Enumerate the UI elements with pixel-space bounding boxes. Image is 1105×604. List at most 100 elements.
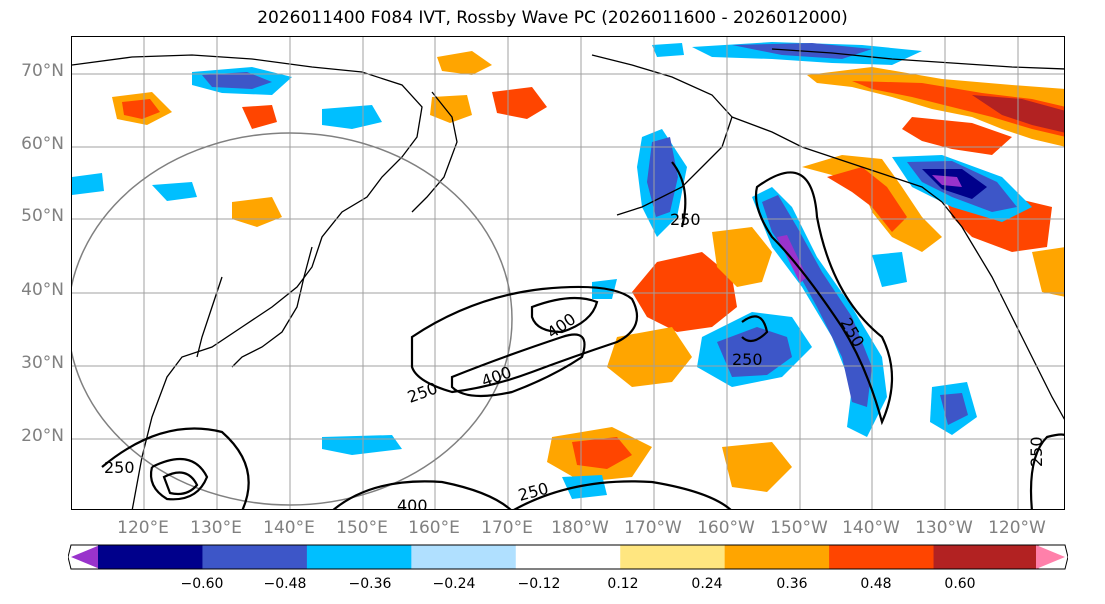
pos-anomaly-small-2 [242, 105, 277, 129]
pos-anomaly-bc-coast [902, 117, 1012, 155]
lat-label-70: 70°N [21, 61, 64, 81]
lat-label-50: 50°N [21, 206, 64, 226]
coastline-gulf-alaska [731, 116, 943, 203]
positive-anomaly-fills [112, 51, 1064, 492]
colorbar-tick-9: 0.60 [944, 576, 976, 592]
neg-anomaly-southeast-core [940, 393, 968, 425]
neg-anomaly-nw-1-core [202, 72, 272, 89]
colorbar-segment-3 [306, 545, 412, 569]
colorbar-tick-5: 0.12 [607, 576, 639, 592]
map-canvas: 250 250 250 250 250 250 400 400 400 250 [72, 37, 1064, 510]
colorbar-segment-9 [933, 545, 1039, 569]
neg-anomaly-east-small [872, 252, 907, 287]
neg-anomaly-nw-3 [152, 182, 197, 201]
contour-label-400-north: 400 [543, 309, 579, 342]
colorbar-tick-6: 0.24 [691, 576, 723, 592]
contour-label-250-east: 250 [1027, 436, 1046, 467]
neg-anomaly-bc-peak [932, 175, 962, 187]
contour-250-southwest [101, 427, 250, 509]
pos-anomaly-mid-1 [492, 87, 547, 119]
colorbar-segment-0 [71, 545, 100, 569]
colorbar-segment-1 [98, 545, 203, 569]
map-title: 2026011400 F084 IVT, Rossby Wave PC (202… [257, 8, 848, 28]
coastline-arctic [771, 48, 1064, 70]
pos-anomaly-gulf-core [827, 167, 907, 232]
pos-anomaly-west-1-core [122, 99, 160, 119]
pos-anomaly-south-2 [722, 442, 792, 492]
contour-label-400-mid: 400 [479, 362, 514, 390]
pos-anomaly-east-edge [1032, 247, 1064, 297]
lon-label-140e: 140°E [263, 518, 315, 538]
contour-250-swirl [149, 457, 209, 501]
pos-anomaly-mid-pacific-3 [607, 327, 692, 387]
contour-label-400-south: 400 [397, 496, 428, 510]
colorbar-tick-1: −0.48 [263, 576, 307, 592]
contour-label-250-southwest: 250 [104, 458, 135, 477]
neg-anomaly-west-edge [72, 173, 104, 195]
lon-label-170e: 170°E [481, 518, 533, 538]
contour-400-midpacific [450, 333, 586, 398]
pos-anomaly-south-core [572, 437, 632, 469]
colorbar-tick-8: 0.48 [860, 576, 892, 592]
pos-anomaly-small-1 [232, 197, 282, 227]
lon-label-120e: 120°E [117, 518, 169, 538]
ivt-contours [101, 161, 1064, 509]
coastlines [72, 48, 1064, 509]
map-panel: 250 250 250 250 250 250 400 400 400 250 [71, 36, 1065, 510]
pos-anomaly-mid-pacific [632, 252, 737, 332]
contour-400-south [332, 480, 512, 509]
colorbar-segments [71, 545, 1065, 569]
lon-label-120w: 120°W [988, 518, 1046, 538]
colorbar-outline [68, 544, 1068, 570]
neg-anomaly-north-2 [652, 43, 684, 57]
colorbar-tick-3: −0.24 [432, 576, 476, 592]
lat-label-20: 20°N [21, 426, 64, 446]
colorbar-segment-2 [202, 545, 308, 569]
colorbar [68, 544, 1068, 570]
lon-label-170w: 170°W [624, 518, 682, 538]
colorbar-segment-4 [411, 545, 517, 569]
neg-anomaly-subtropical-core [717, 327, 792, 377]
lon-label-130e: 130°E [190, 518, 242, 538]
contour-250-south [513, 480, 732, 509]
coastline-kamchatka [411, 91, 458, 213]
coastline-japan [231, 246, 313, 368]
lon-label-180w: 180°W [551, 518, 609, 538]
colorbar-segment-8 [829, 545, 935, 569]
coastline-asia [72, 54, 423, 509]
lon-label-130w: 130°W [915, 518, 973, 538]
contour-label-250-small: 250 [732, 350, 763, 369]
colorbar-segment-10 [1036, 545, 1065, 569]
contour-250-small [741, 315, 769, 343]
lat-label-60: 60°N [21, 134, 64, 154]
graticule [72, 37, 1064, 509]
lon-label-150e: 150°E [336, 518, 388, 538]
colorbar-tick-2: −0.36 [348, 576, 392, 592]
colorbar-segment-5 [515, 545, 621, 569]
neg-anomaly-south-1 [322, 435, 402, 455]
contour-400-swirl [162, 471, 199, 496]
pos-anomaly-north-1 [437, 51, 492, 75]
lon-label-160e: 160°E [408, 518, 460, 538]
pos-anomaly-alaska-core [852, 81, 1064, 137]
neg-anomaly-south-2 [562, 475, 607, 499]
colorbar-segment-7 [724, 545, 830, 569]
contour-250-east [1029, 433, 1064, 509]
contour-250-bering [671, 161, 687, 228]
contour-250-gulf-loop [754, 171, 894, 426]
contour-250-midpacific [410, 285, 639, 394]
contour-label-250-bering: 250 [670, 210, 701, 229]
colorbar-tick-4: −0.12 [517, 576, 561, 592]
colorbar-tick-7: 0.36 [776, 576, 808, 592]
lon-label-160w: 160°W [697, 518, 755, 538]
lon-label-140w: 140°W [842, 518, 900, 538]
lon-label-150w: 150°W [770, 518, 828, 538]
contour-400-north [530, 296, 599, 334]
contour-label-250-south: 250 [516, 479, 550, 505]
region-circle [72, 132, 513, 506]
neg-anomaly-bering-core [647, 137, 678, 217]
lat-label-40: 40°N [21, 280, 64, 300]
colorbar-segment-6 [620, 545, 726, 569]
pos-anomaly-mid-2 [430, 95, 472, 123]
coastline-korea [196, 276, 223, 358]
